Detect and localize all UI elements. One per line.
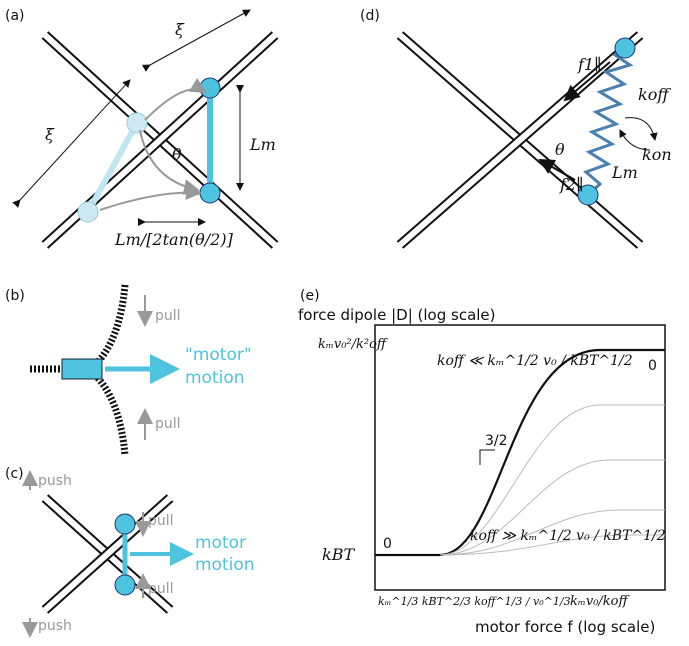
panel-e: (e) force dipole |D| (log scale) motor f…: [298, 288, 666, 636]
xi-label: ξ: [175, 20, 185, 39]
rate-label: koff: [638, 85, 671, 104]
panel-b: (b) pull pull "motor" motion: [5, 284, 252, 456]
theta-label: θ: [172, 145, 182, 164]
rate-label: kon: [642, 145, 672, 164]
theta-label: θ: [555, 140, 565, 159]
motion-label: motor: [195, 533, 246, 553]
regime-label: koff ≫ kₘ^1/2 v₀ / kBT^1/2: [470, 528, 666, 544]
motion-label: motion: [195, 555, 255, 575]
pull-label: pull: [155, 308, 181, 324]
panel-label: (b): [5, 288, 25, 304]
push-label: push: [38, 618, 72, 634]
force-label: f1∥: [577, 55, 602, 74]
motion-label: "motor": [185, 345, 252, 365]
x-tick-label: kₘv₀/koff: [570, 594, 630, 609]
force-label: f2∥: [559, 175, 584, 194]
x-axis-label: motor force f (log scale): [475, 618, 655, 636]
y-tick-label: kₘv₀²/k²off: [318, 337, 389, 352]
lm-offset-label: Lm/[2tan(θ/2)]: [114, 230, 234, 249]
panel-label: (a): [5, 8, 25, 24]
slope-label: 0: [648, 358, 657, 374]
slope-label: 0: [383, 536, 392, 552]
motion-label: motion: [185, 368, 245, 388]
panel-label: (c): [5, 466, 24, 482]
lm-label: Lm: [611, 163, 638, 182]
push-label: push: [38, 473, 72, 489]
panel-label: (e): [300, 288, 320, 304]
pull-label: pull: [155, 416, 181, 432]
pull-label: pull: [148, 513, 174, 529]
regime-label: koff ≪ kₘ^1/2 v₀ / kBT^1/2: [437, 353, 633, 369]
panel-d: (d) f1∥ f2∥ koff kon Lm θ: [360, 8, 672, 249]
lm-label: Lm: [249, 135, 276, 154]
slope-label: 3/2: [485, 433, 508, 449]
panel-a: (a) ξ ξ θ Lm Lm/[2tan(θ/2)]: [5, 8, 279, 249]
panel-c: (c) push pull pull push motor motion: [5, 466, 255, 638]
pull-label: pull: [148, 581, 174, 597]
panel-label: (d): [360, 8, 380, 24]
y-axis-label: force dipole |D| (log scale): [298, 306, 496, 324]
x-tick-label: kₘ^1/3 kBT^2/3 koff^1/3 / v₀^1/3: [378, 595, 571, 608]
y-tick-label: kBT: [322, 545, 355, 564]
xi-label: ξ: [45, 125, 55, 144]
